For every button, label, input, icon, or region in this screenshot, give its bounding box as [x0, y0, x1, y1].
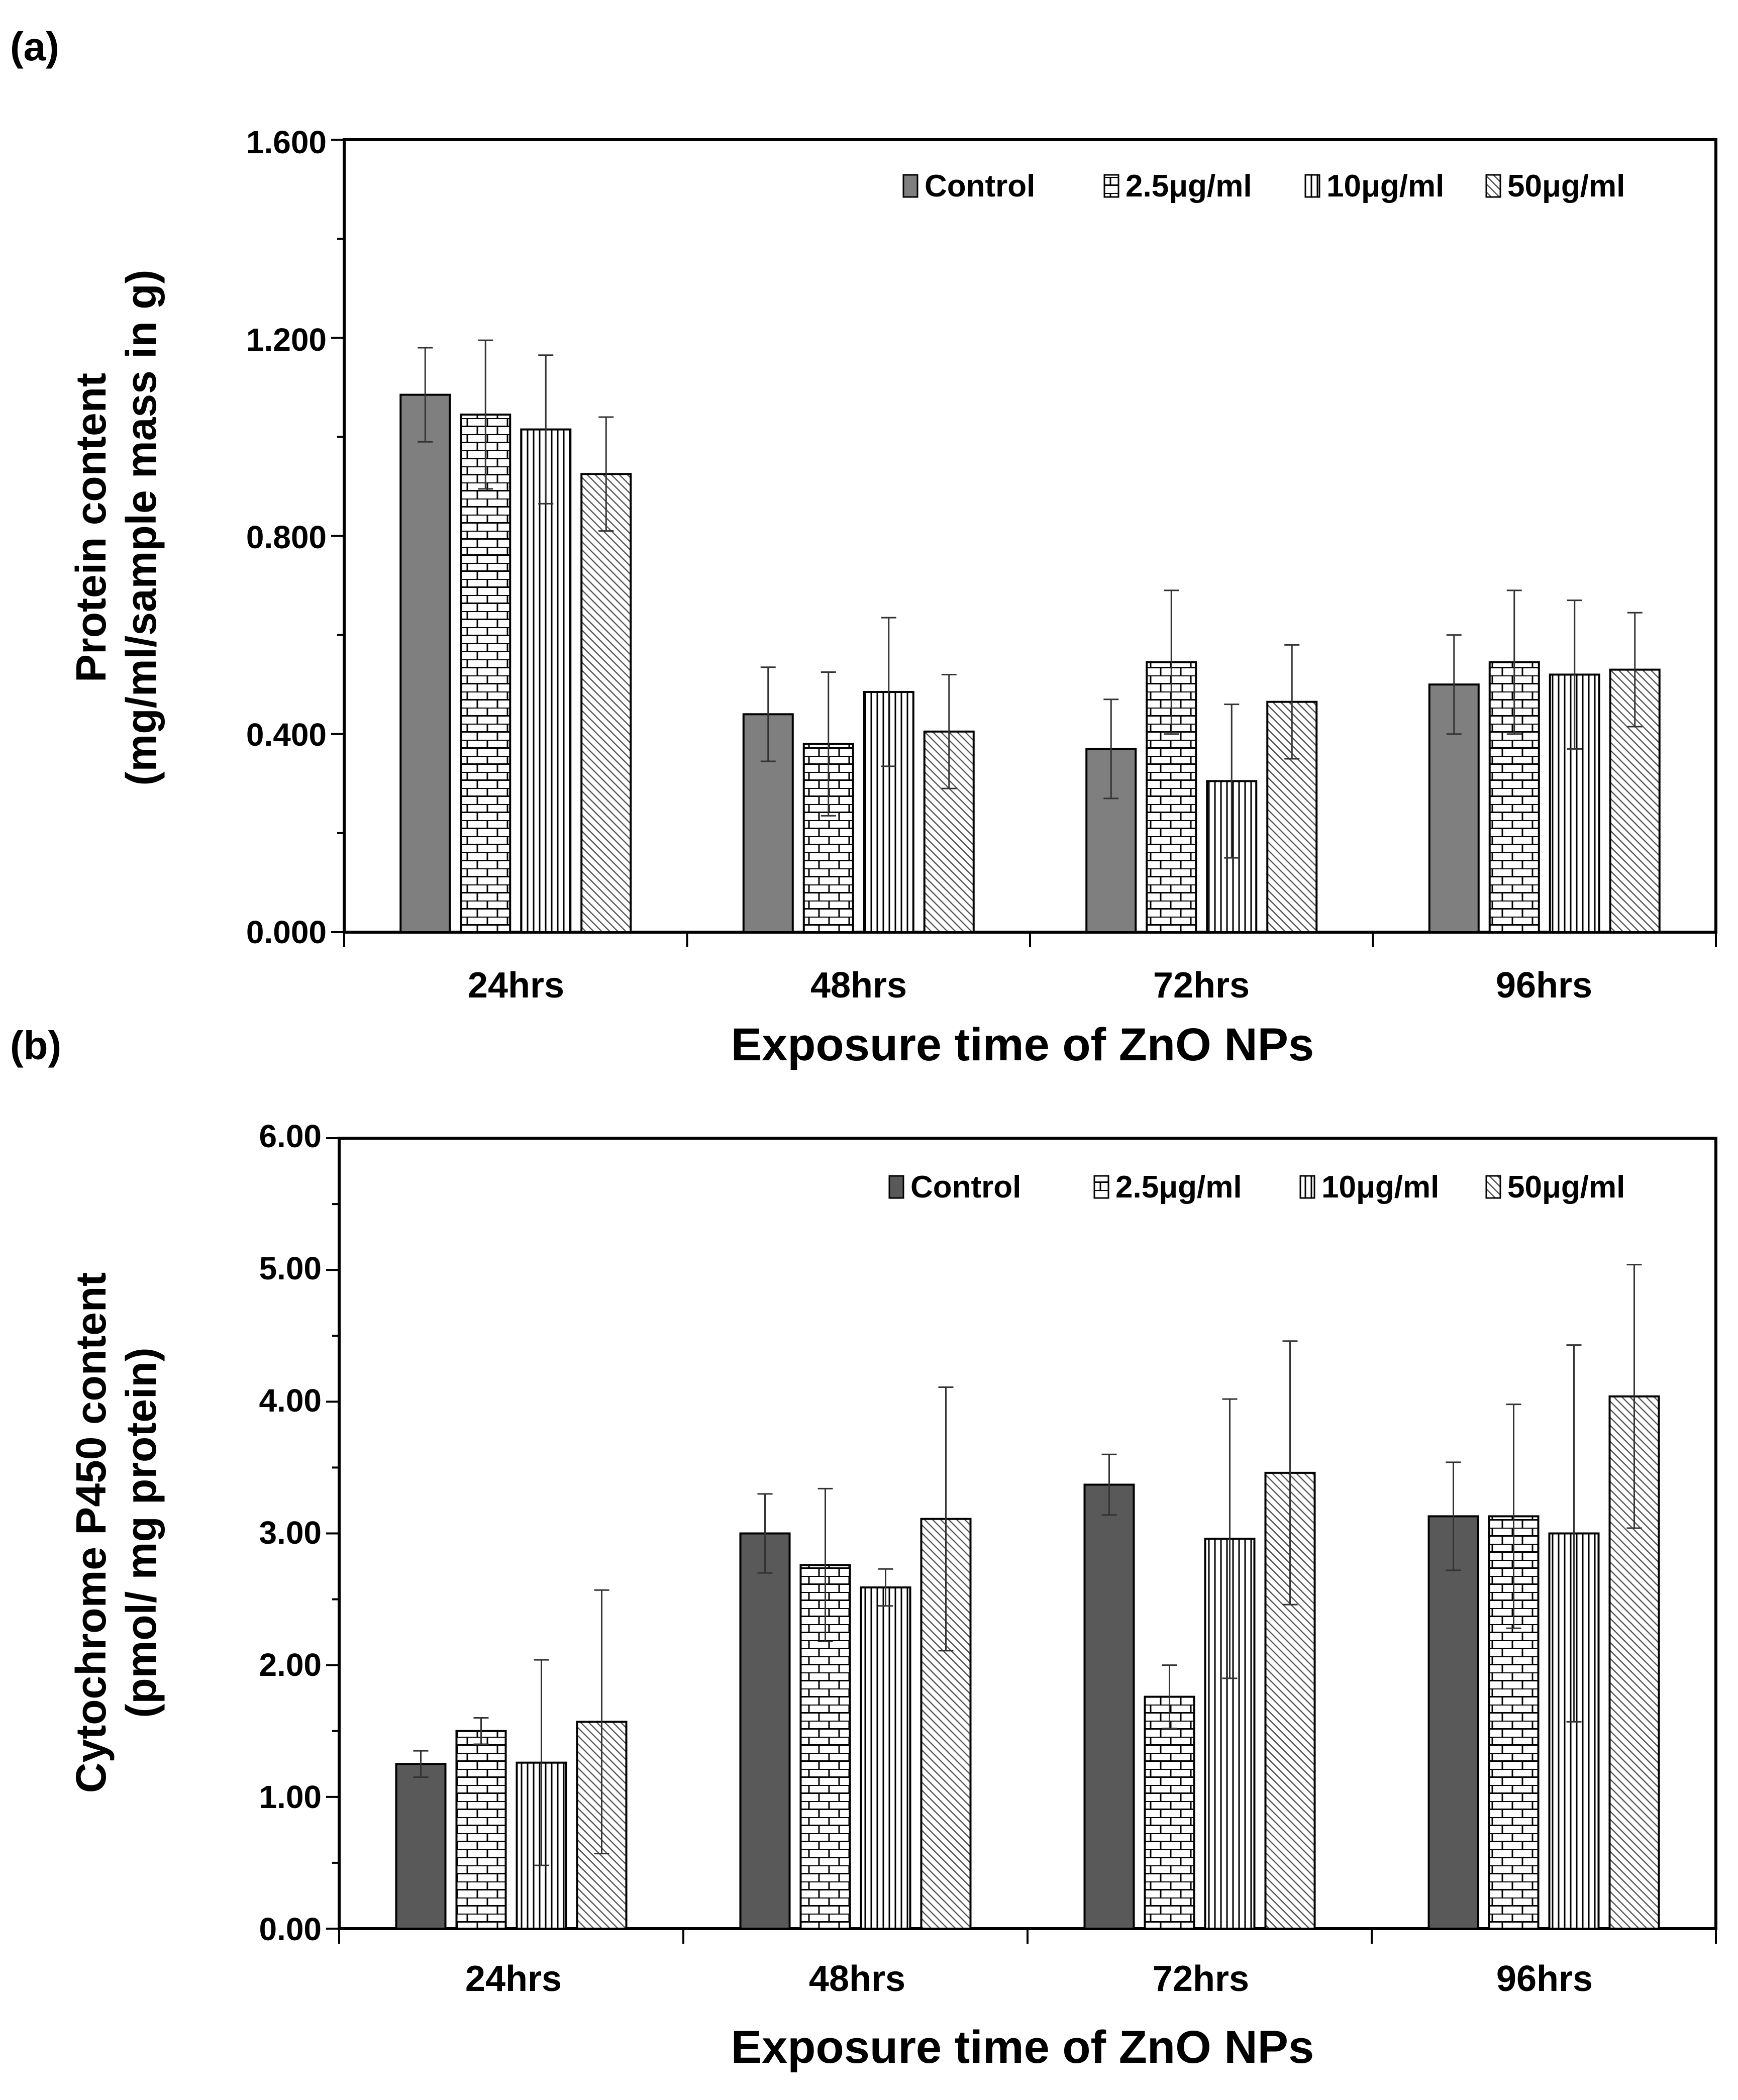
panel-label-a: (a) [10, 24, 59, 69]
legend-label-50: 50μg/ml [1507, 169, 1625, 204]
y-tick-label: 1.200 [246, 322, 327, 358]
legend-swatch-control [888, 1175, 904, 1199]
x-category-labels: 24hrs 48hrs 72hrs 96hrs [465, 1959, 1593, 1999]
y-tick-label: 1.00 [259, 1779, 322, 1815]
y-axis-title-line2: (mg/ml/sample mass in g) [118, 270, 165, 786]
x-category-label: 72hrs [1153, 1959, 1249, 1999]
legend-label-control: Control [910, 1170, 1021, 1205]
x-category-labels: 24hrs 48hrs 72hrs 96hrs [468, 965, 1592, 1006]
x-axis-title: Exposure time of ZnO NPs [731, 1019, 1314, 1070]
y-tick-label: 5.00 [259, 1250, 322, 1286]
bar [860, 1586, 911, 1930]
bar [520, 428, 572, 933]
y-tick-label: 4.00 [259, 1382, 322, 1419]
legend-swatch-50 [1485, 174, 1501, 198]
x-category-label: 48hrs [810, 965, 907, 1006]
legend-label-10: 10μg/ml [1321, 1170, 1439, 1205]
y-tick-labels: 0.00 1.00 2.00 3.00 4.00 5.00 6.00 [259, 1118, 322, 1947]
bar [1083, 1483, 1135, 1930]
legend-swatch-2-5 [1093, 1175, 1109, 1199]
panel-label-b: (b) [10, 1023, 61, 1068]
bar [399, 393, 451, 933]
x-category-label: 96hrs [1496, 1959, 1593, 1999]
y-axis-title-line1: Cytochrome P450 content [67, 1272, 115, 1793]
legend-label-10: 10μg/ml [1326, 169, 1444, 204]
x-category-label: 24hrs [468, 965, 564, 1006]
x-category-label: 72hrs [1153, 965, 1250, 1006]
bar [739, 1532, 791, 1930]
legend-swatch-10 [1299, 1175, 1315, 1199]
legend: Control 2.5μg/ml 10μg/ml 50μg/ml [888, 1170, 1625, 1205]
x-category-label: 24hrs [465, 1959, 562, 1999]
panel-cyp450-chart: (b) Cytochrome P450 content (pmol/ mg pr… [10, 1023, 1717, 2073]
legend-swatch-10 [1304, 174, 1320, 198]
legend-label-2-5: 2.5μg/ml [1115, 1170, 1242, 1205]
y-tick-label: 6.00 [259, 1118, 322, 1154]
y-axis-title-line1: Protein content [67, 373, 115, 682]
y-tick-label: 0.000 [246, 914, 327, 950]
bar [580, 473, 632, 933]
y-tick-labels: 0.000 0.400 0.800 1.200 1.600 [246, 124, 327, 950]
y-axis-title-line2: (pmol/ mg protein) [118, 1347, 165, 1718]
y-tick-label: 0.400 [246, 717, 327, 753]
plot-area [331, 138, 1717, 947]
y-axis-title: Cytochrome P450 content (pmol/ mg protei… [67, 1272, 165, 1793]
bar [1488, 1515, 1540, 1930]
bar [395, 1763, 447, 1930]
y-tick-label: 3.00 [259, 1515, 322, 1551]
legend-label-50: 50μg/ml [1507, 1170, 1625, 1205]
legend: Control 2.5μg/ml 10μg/ml 50μg/ml [902, 169, 1625, 204]
x-axis-title: Exposure time of ZnO NPs [731, 2022, 1314, 2073]
panel-protein-chart: (a) Protein content (mg/ml/sample mass i… [10, 24, 1717, 1070]
legend-label-2-5: 2.5μg/ml [1126, 169, 1252, 204]
bar [1144, 1695, 1195, 1930]
x-category-label: 96hrs [1496, 965, 1592, 1006]
legend-swatch-2-5 [1103, 174, 1119, 198]
bar [455, 1730, 507, 1930]
y-tick-label: 0.800 [246, 519, 327, 555]
bar [1428, 683, 1480, 933]
plot-area [326, 1137, 1717, 1944]
y-axis-title: Protein content (mg/ml/sample mass in g) [67, 270, 165, 786]
bar [460, 414, 512, 933]
legend-swatch-control [902, 174, 918, 198]
bar [1427, 1515, 1479, 1930]
y-tick-label: 2.00 [259, 1647, 322, 1683]
x-category-label: 48hrs [809, 1959, 905, 1999]
y-tick-label: 0.00 [259, 1911, 322, 1947]
legend-label-control: Control [925, 169, 1035, 204]
legend-swatch-50 [1485, 1175, 1501, 1199]
y-tick-label: 1.600 [246, 124, 327, 160]
